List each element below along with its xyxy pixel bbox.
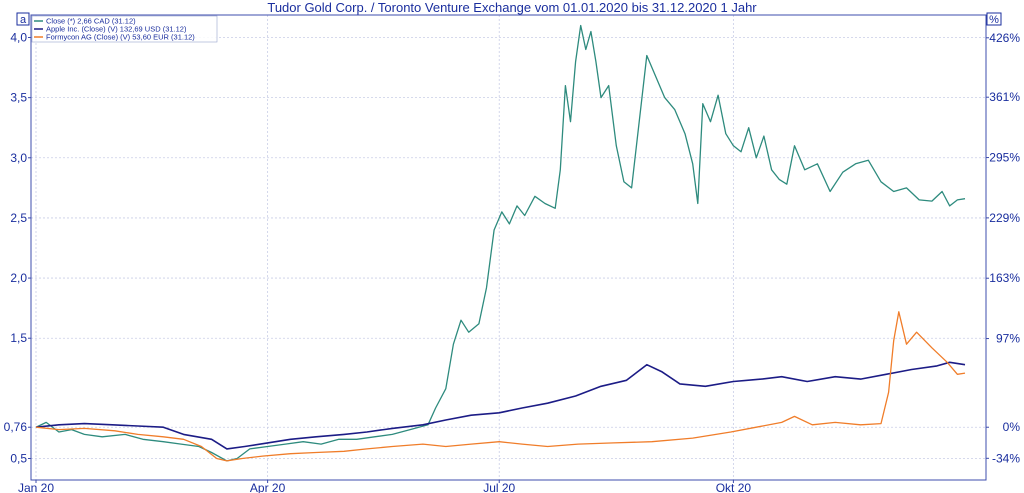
chart-title: Tudor Gold Corp. / Toronto Venture Excha…: [267, 0, 757, 15]
y-tick-label-right: -34%: [992, 451, 1020, 465]
y-tick-label-left: 0,76: [4, 420, 28, 434]
legend: Close (*) 2,66 CAD (31.12)Apple Inc. (Cl…: [31, 15, 218, 43]
y-tick-label-right: 0%: [1003, 420, 1021, 434]
legend-box: [31, 15, 218, 43]
y-tick-label-right: 229%: [989, 211, 1020, 225]
plot-frame: [30, 14, 987, 481]
series-line-1: [35, 24, 966, 462]
left-corner-box[interactable]: a: [16, 12, 30, 26]
y-tick-label-left: 2,0: [10, 271, 27, 285]
series-line-3: [35, 311, 966, 462]
left-corner-label: a: [20, 14, 27, 26]
y-tick-label-right: 163%: [989, 271, 1020, 285]
x-tick-label: Jan 20: [18, 481, 54, 493]
axes: 0,5 0,76 1,5 2,0 2,5 3,0 3,5 4,0 -34% 0% 97% 163% 22…: [4, 31, 1021, 493]
y-tick-label-left: 0,5: [10, 452, 27, 466]
right-corner-label: %: [989, 14, 999, 26]
y-tick-label-right: 361%: [989, 90, 1020, 104]
x-tick-label: Jul 20: [483, 481, 515, 493]
y-tick-label-right: 426%: [989, 31, 1020, 45]
legend-label-1: Close (*) 2,66 CAD (31.12): [46, 17, 136, 26]
y-tick-label-right: 295%: [989, 151, 1020, 165]
y-tick-label-left: 1,5: [10, 331, 27, 345]
grid: [31, 15, 986, 480]
y-tick-label-left: 3,0: [10, 151, 27, 165]
legend-label-3: Formycon AG (Close) (V) 53,60 EUR (31.12…: [46, 33, 195, 42]
series-line-2: [35, 361, 966, 450]
x-tick-label: Okt 20: [716, 481, 752, 493]
legend-label-2: Apple Inc. (Close) (V) 132,69 USD (31.12…: [46, 25, 187, 34]
y-tick-label-left: 4,0: [10, 31, 27, 45]
y-tick-label-right: 97%: [996, 332, 1020, 346]
series: [35, 24, 966, 462]
right-corner-box[interactable]: %: [986, 12, 1002, 26]
x-tick-label: Apr 20: [250, 481, 286, 493]
y-tick-label-left: 3,5: [10, 91, 27, 105]
y-tick-label-left: 2,5: [10, 211, 27, 225]
